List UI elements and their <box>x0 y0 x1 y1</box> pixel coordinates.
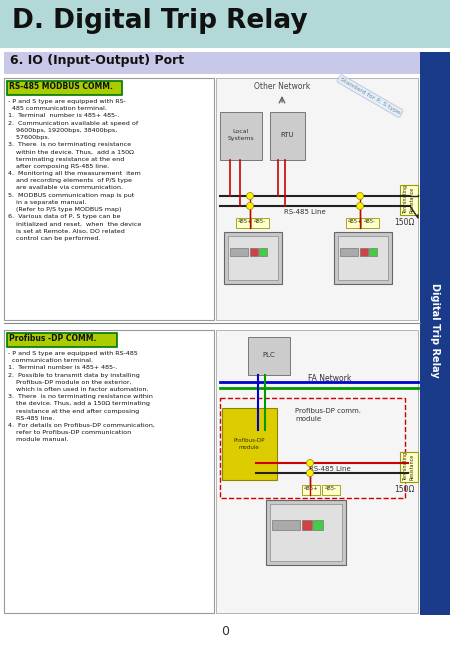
FancyBboxPatch shape <box>7 81 122 95</box>
Text: FA Network: FA Network <box>308 374 352 383</box>
FancyBboxPatch shape <box>334 232 392 284</box>
Text: 485+: 485+ <box>304 486 318 491</box>
Text: 150Ω: 150Ω <box>394 218 414 227</box>
FancyBboxPatch shape <box>216 330 418 613</box>
FancyBboxPatch shape <box>228 236 278 280</box>
FancyBboxPatch shape <box>0 0 450 48</box>
Text: RS-485 Line: RS-485 Line <box>284 209 326 215</box>
FancyBboxPatch shape <box>4 52 442 74</box>
FancyBboxPatch shape <box>361 218 379 228</box>
FancyBboxPatch shape <box>272 520 300 530</box>
Circle shape <box>356 192 364 200</box>
Text: Profibus-DP
module: Profibus-DP module <box>233 438 265 450</box>
FancyBboxPatch shape <box>224 232 282 284</box>
FancyBboxPatch shape <box>4 330 214 613</box>
FancyBboxPatch shape <box>340 248 358 256</box>
Text: 6. IO (Input-Output) Port: 6. IO (Input-Output) Port <box>10 54 184 67</box>
FancyBboxPatch shape <box>369 248 377 256</box>
Text: RS-485 Line: RS-485 Line <box>309 466 351 472</box>
FancyBboxPatch shape <box>250 248 258 256</box>
FancyBboxPatch shape <box>270 504 342 561</box>
Text: 485+: 485+ <box>238 219 252 224</box>
FancyBboxPatch shape <box>220 112 262 160</box>
FancyBboxPatch shape <box>7 333 117 347</box>
FancyBboxPatch shape <box>346 218 364 228</box>
FancyBboxPatch shape <box>236 218 254 228</box>
Text: Digital Trip Relay: Digital Trip Relay <box>430 283 440 378</box>
FancyBboxPatch shape <box>302 485 320 495</box>
FancyBboxPatch shape <box>270 112 305 160</box>
Text: D. Digital Trip Relay: D. Digital Trip Relay <box>12 8 308 34</box>
Circle shape <box>306 460 314 467</box>
FancyBboxPatch shape <box>266 500 346 565</box>
FancyBboxPatch shape <box>259 248 267 256</box>
Text: Profibus -DP COMM.: Profibus -DP COMM. <box>9 334 96 343</box>
FancyBboxPatch shape <box>230 248 248 256</box>
Text: RS-485 MODBUS COMM.: RS-485 MODBUS COMM. <box>9 82 113 91</box>
FancyBboxPatch shape <box>400 452 418 482</box>
Text: Standard for P, S type: Standard for P, S type <box>339 77 401 116</box>
Text: Local
Systems: Local Systems <box>228 129 254 141</box>
Text: - P and S type are equipped with RS-485
  communication terminal.
1.  Terminal n: - P and S type are equipped with RS-485 … <box>8 351 155 443</box>
Text: 0: 0 <box>221 625 229 638</box>
Circle shape <box>247 203 253 209</box>
FancyBboxPatch shape <box>420 52 450 615</box>
Text: RTU: RTU <box>280 132 294 138</box>
Circle shape <box>356 203 364 209</box>
Text: PLC: PLC <box>263 352 275 358</box>
Text: Profibus-DP comm.
module: Profibus-DP comm. module <box>295 408 361 422</box>
FancyBboxPatch shape <box>302 520 312 530</box>
Circle shape <box>247 192 253 200</box>
FancyBboxPatch shape <box>4 78 214 320</box>
FancyBboxPatch shape <box>313 520 323 530</box>
FancyBboxPatch shape <box>322 485 340 495</box>
FancyBboxPatch shape <box>338 236 388 280</box>
Text: 485-: 485- <box>325 486 337 491</box>
Text: Terminating
Resistance: Terminating Resistance <box>403 452 415 481</box>
Text: 150Ω: 150Ω <box>394 485 414 494</box>
Text: Other Network: Other Network <box>254 82 310 91</box>
Text: 485-: 485- <box>364 219 376 224</box>
Text: 485-: 485- <box>254 219 266 224</box>
FancyBboxPatch shape <box>360 248 368 256</box>
Text: Terminating
Resistance: Terminating Resistance <box>403 185 415 214</box>
Text: - P and S type are equipped with RS-
  485 communication terminal.
1.  Terminal : - P and S type are equipped with RS- 485… <box>8 99 141 240</box>
FancyBboxPatch shape <box>248 337 290 375</box>
FancyBboxPatch shape <box>251 218 269 228</box>
Text: 485+: 485+ <box>348 219 362 224</box>
FancyBboxPatch shape <box>400 185 418 215</box>
FancyBboxPatch shape <box>216 78 418 320</box>
FancyBboxPatch shape <box>222 408 277 480</box>
Circle shape <box>306 469 314 476</box>
